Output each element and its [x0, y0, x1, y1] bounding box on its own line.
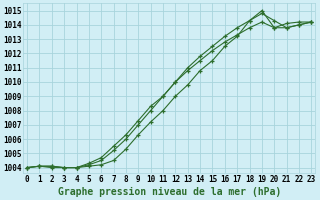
X-axis label: Graphe pression niveau de la mer (hPa): Graphe pression niveau de la mer (hPa) — [58, 186, 281, 197]
